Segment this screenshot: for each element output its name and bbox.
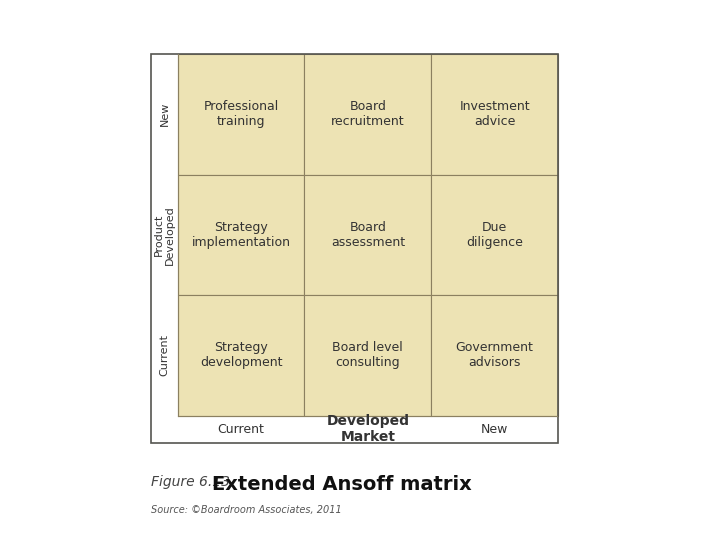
Bar	[178, 174, 305, 295]
Text: Strategy
implementation: Strategy implementation	[192, 221, 291, 249]
Text: Extended Ansoff matrix: Extended Ansoff matrix	[212, 475, 472, 494]
Bar	[305, 295, 431, 416]
Text: Product
Developed: Product Developed	[153, 205, 175, 265]
Text: Figure 6.13: Figure 6.13	[151, 475, 230, 489]
Text: Due
diligence: Due diligence	[466, 221, 523, 249]
Text: Strategy
development: Strategy development	[199, 341, 282, 369]
Text: Board
recruitment: Board recruitment	[331, 100, 405, 129]
Text: Developed
Market: Developed Market	[326, 414, 410, 444]
Text: Government
advisors: Government advisors	[456, 341, 534, 369]
Text: Board
assessment: Board assessment	[330, 221, 405, 249]
Bar	[178, 295, 305, 416]
Text: Professional
training: Professional training	[204, 100, 279, 129]
Text: Source: ©Boardroom Associates, 2011: Source: ©Boardroom Associates, 2011	[151, 505, 342, 515]
Bar	[305, 174, 431, 295]
Bar	[431, 174, 558, 295]
Text: Current: Current	[217, 423, 264, 436]
Text: New: New	[481, 423, 508, 436]
Text: Investment
advice: Investment advice	[459, 100, 530, 129]
Text: Board level
consulting: Board level consulting	[333, 341, 403, 369]
Bar	[305, 54, 431, 174]
Bar	[178, 54, 305, 174]
Bar	[431, 295, 558, 416]
Bar	[431, 54, 558, 174]
Text: Current: Current	[159, 334, 169, 376]
Text: New: New	[159, 102, 169, 126]
